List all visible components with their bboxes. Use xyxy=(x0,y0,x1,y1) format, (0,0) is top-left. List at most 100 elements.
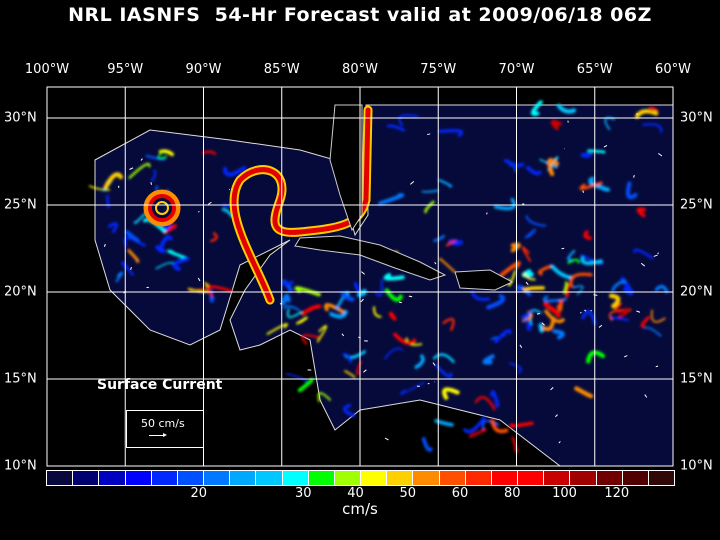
current-streak xyxy=(115,271,124,283)
current-streak xyxy=(266,323,288,335)
current-streak xyxy=(172,256,190,271)
current-streak xyxy=(490,419,509,434)
colorbar-swatch xyxy=(99,471,126,485)
colorbar-swatch xyxy=(648,471,675,485)
current-streak xyxy=(317,392,331,403)
longitude-label: 75°W xyxy=(420,62,457,77)
current-streak xyxy=(579,181,603,191)
current-vector-arrow xyxy=(593,294,598,296)
current-vector-arrow xyxy=(525,281,529,286)
current-streak xyxy=(414,354,425,369)
colorbar-tick-label: 80 xyxy=(503,486,521,501)
current-vector-arrow xyxy=(584,309,587,312)
current-vector-arrow xyxy=(150,182,153,185)
current-streak xyxy=(445,239,456,247)
current-streak xyxy=(539,158,558,169)
latitude-label: 20°N xyxy=(680,284,713,300)
colorbar-tick-label: 100 xyxy=(552,486,577,501)
current-streak xyxy=(636,207,646,218)
current-streak xyxy=(340,291,355,302)
current-streak xyxy=(611,280,627,292)
current-streak xyxy=(581,309,597,325)
current-vector-arrow xyxy=(432,362,436,366)
cuba-land xyxy=(294,235,447,281)
current-vector-arrow xyxy=(653,254,658,257)
current-streak xyxy=(470,290,491,301)
colorbar-swatch xyxy=(361,471,388,485)
current-streak xyxy=(398,114,419,127)
latitude-label: 10°N xyxy=(4,458,37,474)
colorbar-swatch xyxy=(125,471,152,485)
current-streak xyxy=(493,197,516,211)
gulf-eddy xyxy=(143,189,181,227)
current-streak xyxy=(556,299,564,312)
latitude-label: 15°N xyxy=(680,371,713,387)
colorbar-tick-label: 30 xyxy=(294,486,312,501)
current-vector-arrow xyxy=(555,414,558,418)
colorbar-tick-label: 60 xyxy=(451,486,469,501)
longitude-label: 100°W xyxy=(24,62,70,77)
current-streak xyxy=(207,285,233,297)
current-streak xyxy=(550,119,562,131)
latitude-label: 25°N xyxy=(680,197,713,213)
current-streak xyxy=(342,352,353,364)
current-streak xyxy=(223,165,247,177)
current-streak xyxy=(526,166,542,176)
colorbar xyxy=(46,470,675,486)
colorbar-swatch xyxy=(151,471,178,485)
colorbar-swatch xyxy=(256,471,283,485)
current-streak xyxy=(586,350,606,364)
current-vector-arrow xyxy=(103,243,106,247)
colorbar-swatch xyxy=(518,471,545,485)
current-streak xyxy=(543,302,561,318)
current-streak xyxy=(210,232,218,243)
current-streak xyxy=(524,228,537,239)
hispaniola-land xyxy=(454,269,514,291)
colorbar-swatch xyxy=(622,471,649,485)
latitude-label: 25°N xyxy=(4,197,37,213)
current-streak xyxy=(424,200,435,214)
reference-vector-label: 50 cm/s xyxy=(141,417,185,430)
current-streak xyxy=(482,354,495,365)
current-streak xyxy=(556,103,577,114)
colorbar-swatch xyxy=(465,471,492,485)
current-streak xyxy=(127,249,140,263)
map-title: NRL IASNFS 54-Hr Forecast valid at 2009/… xyxy=(68,4,652,26)
current-streak xyxy=(523,310,533,323)
current-streak xyxy=(634,109,659,119)
reference-vector-box: 50 cm/s xyxy=(126,410,204,448)
current-vector-arrow xyxy=(363,369,367,373)
current-streak xyxy=(442,387,460,400)
current-streak xyxy=(438,178,453,188)
current-streak xyxy=(167,249,187,260)
current-vector-arrow xyxy=(657,252,659,255)
current-streak xyxy=(618,308,631,318)
current-streak xyxy=(538,323,544,333)
current-streak xyxy=(542,316,556,332)
current-streak xyxy=(121,261,134,276)
colorbar-swatch xyxy=(596,471,623,485)
current-streak xyxy=(434,364,453,379)
current-streak xyxy=(583,230,592,240)
current-streak xyxy=(283,305,300,311)
current-streak xyxy=(324,303,346,315)
current-streak xyxy=(201,150,217,156)
current-streak xyxy=(393,332,417,345)
current-vector-arrow xyxy=(603,145,608,148)
current-streak xyxy=(547,158,560,177)
current-streak xyxy=(439,257,456,273)
current-vector-arrow xyxy=(207,201,212,205)
current-streak xyxy=(103,172,123,190)
current-vector-arrow xyxy=(387,291,390,294)
current-vector-arrow xyxy=(655,365,659,368)
current-streak xyxy=(285,373,307,382)
colorbar-tick-label: 40 xyxy=(347,486,364,501)
current-streak xyxy=(187,282,210,293)
current-streak xyxy=(286,308,303,318)
current-streak xyxy=(521,246,532,262)
longitude-label: 85°W xyxy=(263,62,300,77)
current-streak xyxy=(486,294,506,310)
current-streak xyxy=(155,245,166,254)
current-vector-arrow xyxy=(361,271,365,275)
current-streak xyxy=(442,317,455,331)
